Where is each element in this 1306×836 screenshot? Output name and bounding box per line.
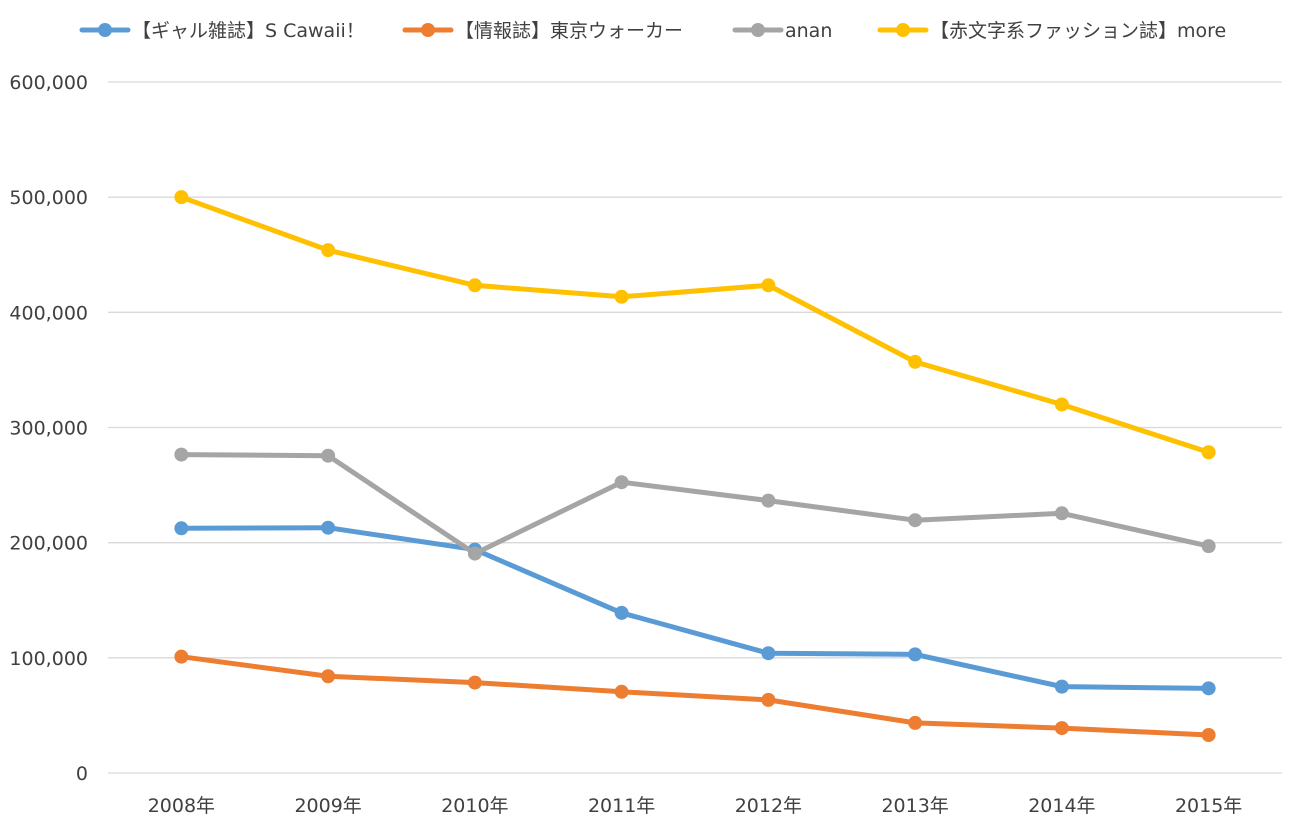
x-tick-label: 2014年 — [1028, 795, 1095, 817]
data-point — [1201, 539, 1216, 554]
data-point — [174, 649, 189, 664]
data-point — [761, 493, 776, 508]
data-point — [321, 520, 336, 535]
legend-marker — [421, 23, 435, 37]
y-tick-label: 500,000 — [9, 187, 88, 209]
y-tick-label: 300,000 — [9, 418, 88, 440]
data-point — [321, 669, 336, 684]
series-line — [178, 452, 1212, 557]
data-point — [908, 513, 923, 528]
x-tick-label: 2012年 — [735, 795, 802, 817]
legend-label: 【赤文字系ファッション誌】more — [930, 20, 1226, 42]
data-point — [761, 692, 776, 707]
data-point — [1054, 721, 1069, 736]
y-tick-label: 100,000 — [9, 648, 88, 670]
legend-marker — [98, 23, 112, 37]
y-tick-label: 600,000 — [9, 72, 88, 94]
data-point — [467, 278, 482, 293]
legend-item: 【赤文字系ファッション誌】more — [877, 20, 1226, 42]
data-point — [321, 243, 336, 258]
data-point — [908, 715, 923, 730]
data-point — [1054, 506, 1069, 521]
legend: 【ギャル雑誌】S Cawaii！ 【情報誌】東京ウォーカー anan 【赤文字系ファッ… — [79, 20, 1226, 42]
data-point — [174, 521, 189, 536]
data-point — [614, 684, 629, 699]
series — [174, 447, 1216, 561]
series — [174, 190, 1216, 460]
data-point — [1201, 727, 1216, 742]
data-point — [614, 475, 629, 490]
x-tick-label: 2013年 — [881, 795, 948, 817]
data-point — [908, 354, 923, 369]
x-tick-label: 2010年 — [441, 795, 508, 817]
y-tick-label: 200,000 — [9, 533, 88, 555]
data-point — [614, 605, 629, 620]
data-point — [174, 190, 189, 205]
x-tick-label: 2009年 — [294, 795, 361, 817]
legend-label: 【ギャル雑誌】S Cawaii！ — [132, 20, 365, 42]
legend-marker — [896, 23, 910, 37]
x-tick-label: 2008年 — [148, 795, 215, 817]
grid — [108, 81, 1282, 774]
legend-item: 【情報誌】東京ウォーカー — [402, 20, 683, 42]
series-line — [178, 194, 1212, 455]
data-point — [761, 278, 776, 293]
legend-label: 【情報誌】東京ウォーカー — [455, 20, 683, 42]
data-point — [467, 675, 482, 690]
y-axis: 0 100,000 200,000 300,000 400,000 500,000 600,… — [9, 72, 88, 785]
y-tick-label: 400,000 — [9, 302, 88, 324]
legend-item: 【ギャル雑誌】S Cawaii！ — [79, 20, 365, 42]
data-point — [1201, 445, 1216, 460]
data-point — [1054, 397, 1069, 412]
legend-label: anan — [785, 20, 832, 42]
series — [174, 649, 1216, 742]
data-point — [174, 447, 189, 462]
data-point — [1054, 679, 1069, 694]
y-tick-label: 0 — [76, 763, 88, 785]
data-point — [467, 546, 482, 561]
legend-item: anan — [732, 20, 832, 42]
series-line — [178, 525, 1212, 691]
x-tick-label: 2011年 — [588, 795, 655, 817]
data-point — [1201, 681, 1216, 696]
x-tick-label: 2015年 — [1175, 795, 1242, 817]
data-point — [321, 448, 336, 463]
legend-marker — [751, 23, 765, 37]
x-axis: 2008年 2009年 2010年 2011年 2012年 2013年 2014年 2015年 — [148, 795, 1243, 817]
series-lines — [174, 190, 1216, 742]
series — [174, 520, 1216, 696]
data-point — [908, 647, 923, 662]
data-point — [761, 646, 776, 661]
series-line — [178, 654, 1212, 738]
data-point — [614, 289, 629, 304]
